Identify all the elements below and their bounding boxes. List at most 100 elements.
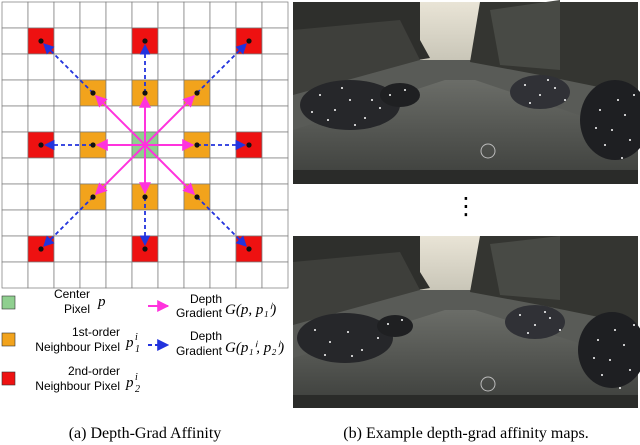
grid-cell	[27, 1, 55, 29]
grid-cell	[79, 157, 107, 185]
grid-cell	[105, 1, 133, 29]
legend-second-order-swatch	[1, 371, 16, 386]
affinity-grid	[1, 1, 289, 289]
grid-cell	[1, 1, 29, 29]
grid-cell	[183, 209, 211, 237]
legend-first-order-symbol: p	[125, 335, 134, 351]
legend-second-order-sub: 2	[135, 384, 140, 395]
grid-cell	[235, 1, 263, 29]
pixel-dot	[142, 246, 148, 252]
ellipsis: ⋮	[454, 192, 478, 220]
legend-dashed-arrow-formula: G(p₁ⁱ, p₂ⁱ)	[225, 340, 284, 356]
grid-cell	[261, 131, 289, 159]
grid-cell	[261, 157, 289, 185]
grid-cell	[1, 79, 29, 107]
grid-cell	[261, 1, 289, 29]
grid-cell	[261, 27, 289, 55]
legend-second-order-label-2: Neighbour Pixel	[35, 379, 120, 393]
grid-cell	[209, 183, 237, 211]
grid-cell	[105, 53, 133, 81]
legend-second-order-label-1: 2nd-order	[68, 364, 120, 378]
grid-cell	[53, 183, 81, 211]
grid-cell	[79, 209, 107, 237]
grid-cell	[105, 27, 133, 55]
pixel-dot	[246, 38, 252, 44]
grid-cell	[53, 235, 81, 263]
grid-cell	[1, 209, 29, 237]
pixel-dot	[142, 90, 148, 96]
grid-cell	[209, 157, 237, 185]
grid-cell	[209, 27, 237, 55]
grid-cell	[27, 209, 55, 237]
grid-cell	[105, 183, 133, 211]
grid-cell	[1, 261, 29, 289]
grid-cell	[79, 261, 107, 289]
grid-cell	[1, 27, 29, 55]
grid-cell	[53, 157, 81, 185]
grid-cell	[235, 183, 263, 211]
pixel-dot	[142, 194, 148, 200]
legend-first-order-swatch	[1, 332, 16, 347]
dashed-gradient-arrow	[43, 196, 94, 247]
grid-cell	[157, 183, 185, 211]
pixel-dot	[90, 90, 96, 96]
pixel-dot	[194, 90, 200, 96]
pixel-dot	[38, 142, 44, 148]
grid-cell	[183, 1, 211, 29]
depth-map-image-top	[293, 0, 640, 184]
grid-cell	[105, 209, 133, 237]
grid-cell	[261, 261, 289, 289]
grid-cell	[1, 235, 29, 263]
grid-cell	[79, 53, 107, 81]
grid-cell	[235, 157, 263, 185]
grid-cell	[183, 27, 211, 55]
legend-center-swatch	[1, 295, 16, 310]
grid-cell	[235, 79, 263, 107]
affinity-points-top	[311, 79, 635, 159]
grid-cell	[131, 1, 159, 29]
grid-cell	[27, 105, 55, 133]
grid-cell	[261, 209, 289, 237]
grid-cell	[261, 183, 289, 211]
caption-left: (a) Depth-Grad Affinity	[69, 425, 222, 442]
grid-cell	[157, 79, 185, 107]
grid-cell	[209, 1, 237, 29]
dashed-gradient-arrow	[43, 43, 94, 94]
grid-cell	[1, 157, 29, 185]
grid-cell	[235, 53, 263, 81]
grid-cell	[53, 27, 81, 55]
pixel-dot	[142, 38, 148, 44]
grid-cell	[261, 105, 289, 133]
grid-cell	[183, 235, 211, 263]
grid-cell	[209, 261, 237, 289]
grid-cell	[157, 235, 185, 263]
dashed-gradient-arrow	[196, 196, 247, 247]
grid-cell	[157, 53, 185, 81]
legend-first-order-label-1: 1st-order	[72, 325, 120, 339]
grid-cell	[235, 261, 263, 289]
pixel-dot	[90, 194, 96, 200]
grid-cell	[183, 261, 211, 289]
grid-cell	[235, 105, 263, 133]
pixel-dot	[246, 142, 252, 148]
legend-first-order-sub: 1	[135, 344, 140, 355]
pixel-dot	[38, 246, 44, 252]
legend-second-order-sup: i	[135, 372, 138, 383]
legend-dashed-arrow-label-2: Gradient	[176, 344, 223, 358]
legend-center-label-1: Center	[54, 287, 90, 301]
grid-cell	[183, 157, 211, 185]
grid-cell	[209, 79, 237, 107]
solid-gradient-arrow	[94, 144, 146, 196]
pixel-dot	[246, 246, 252, 252]
grid-cell	[1, 131, 29, 159]
grid-cell	[53, 261, 81, 289]
pixel-dot	[38, 38, 44, 44]
legend-solid-arrow-formula: G(p, p₁ⁱ)	[225, 302, 276, 318]
grid-cell	[79, 105, 107, 133]
legend-dashed-arrow-label-1: Depth	[190, 329, 222, 343]
grid-cell	[209, 235, 237, 263]
grid-cell	[157, 261, 185, 289]
pixel-dot	[194, 194, 200, 200]
grid-cell	[131, 261, 159, 289]
affinity-points-bottom	[314, 311, 635, 389]
